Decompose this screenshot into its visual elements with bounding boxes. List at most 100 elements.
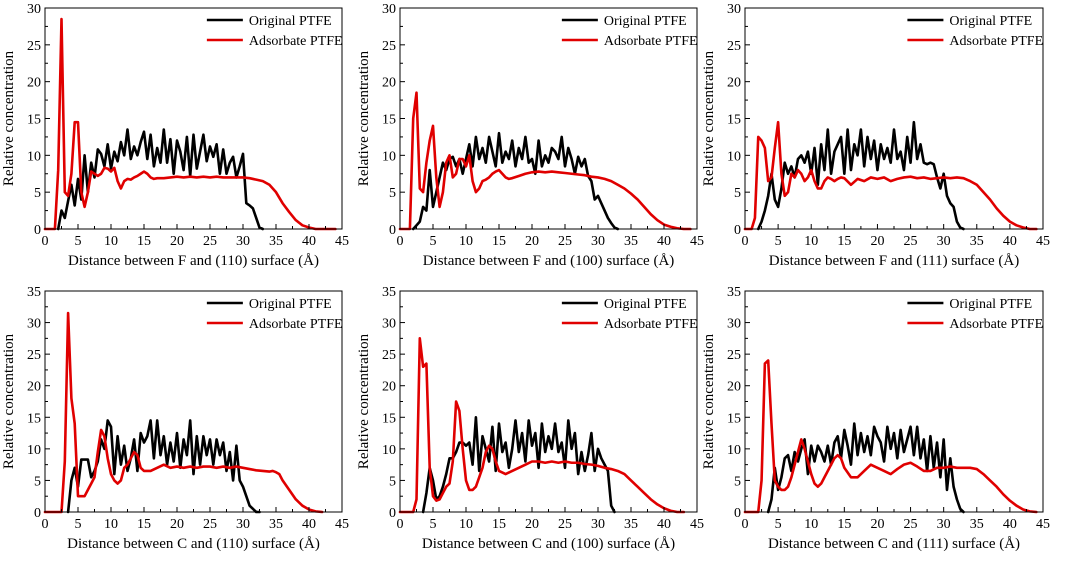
- x-tick-label: 0: [42, 234, 49, 249]
- legend-label: Original PTFE: [249, 297, 332, 312]
- panel-f-100: 0 5 10 15 20 25 30 35 40 45 0 5 10 15 20 25 30 Distance b…: [356, 2, 704, 269]
- series-line-original-ptfe: [421, 415, 616, 514]
- y-tick-label: 30: [382, 2, 396, 17]
- legend-label: Adsorbate PTFE: [949, 34, 1043, 49]
- y-axis-title: Relative concentration: [701, 333, 717, 469]
- legend-label: Adsorbate PTFE: [604, 317, 698, 332]
- legend-label: Original PTFE: [604, 14, 687, 29]
- x-tick-label: 15: [137, 234, 151, 249]
- y-tick-label: 25: [727, 348, 741, 363]
- x-tick-label: 40: [302, 234, 316, 249]
- legend-label: Original PTFE: [949, 297, 1032, 312]
- y-tick-label: 5: [389, 474, 396, 489]
- y-tick-label: 0: [734, 223, 741, 238]
- y-tick-label: 0: [734, 506, 741, 521]
- y-tick-label: 15: [27, 411, 41, 426]
- panel-f-110: 0 5 10 15 20 25 30 35 40 45 0 5 10 15 20 25 30 Distance b…: [1, 2, 349, 269]
- series-line-adsorbate-ptfe: [743, 120, 1038, 231]
- legend-label: Original PTFE: [249, 14, 332, 29]
- x-tick-label: 5: [430, 517, 437, 532]
- x-tick-label: 45: [335, 234, 349, 249]
- x-tick-label: 5: [75, 234, 82, 249]
- y-tick-label: 25: [27, 39, 41, 54]
- x-tick-label: 25: [203, 517, 217, 532]
- y-tick-label: 20: [382, 380, 396, 395]
- x-tick-label: 0: [397, 517, 404, 532]
- x-tick-label: 35: [624, 517, 638, 532]
- x-tick-label: 35: [624, 234, 638, 249]
- y-axis-title: Relative concentration: [1, 50, 17, 186]
- y-tick-label: 20: [27, 380, 41, 395]
- x-tick-label: 15: [137, 517, 151, 532]
- series-line-adsorbate-ptfe: [398, 91, 692, 231]
- x-tick-label: 15: [837, 234, 851, 249]
- x-tick-label: 10: [104, 517, 118, 532]
- y-tick-label: 30: [382, 317, 396, 332]
- x-tick-label: 25: [558, 517, 572, 532]
- x-tick-label: 20: [170, 517, 184, 532]
- x-tick-label: 40: [1003, 234, 1017, 249]
- x-tick-label: 5: [775, 234, 782, 249]
- panel-c-111: 0 5 10 15 20 25 30 35 40 45 0 5 10 15 20 25 30 35 Distance…: [701, 285, 1050, 552]
- y-tick-label: 30: [727, 2, 741, 17]
- x-tick-label: 10: [804, 517, 818, 532]
- x-tick-label: 30: [937, 234, 951, 249]
- series-line-adsorbate-ptfe: [398, 337, 686, 514]
- x-tick-label: 40: [302, 517, 316, 532]
- x-tick-label: 10: [459, 517, 473, 532]
- legend-label: Original PTFE: [604, 297, 687, 312]
- y-tick-label: 15: [727, 113, 741, 128]
- y-tick-label: 15: [382, 411, 396, 426]
- series-line-adsorbate-ptfe: [43, 311, 324, 514]
- x-tick-label: 20: [870, 234, 884, 249]
- x-tick-label: 35: [970, 517, 984, 532]
- x-tick-label: 30: [236, 234, 250, 249]
- x-tick-label: 45: [690, 234, 704, 249]
- series-line-original-ptfe: [756, 120, 965, 231]
- legend-label: Adsorbate PTFE: [949, 317, 1043, 332]
- y-tick-label: 30: [27, 317, 41, 332]
- x-tick-label: 0: [742, 517, 749, 532]
- x-tick-label: 35: [269, 234, 283, 249]
- y-tick-label: 10: [382, 443, 396, 458]
- y-tick-label: 10: [382, 149, 396, 164]
- y-tick-label: 35: [382, 285, 396, 300]
- y-tick-label: 20: [727, 76, 741, 91]
- x-tick-label: 15: [492, 234, 506, 249]
- y-tick-label: 35: [27, 285, 41, 300]
- x-axis-title: Distance between F and (100) surface (Å): [423, 253, 675, 269]
- x-tick-label: 0: [397, 234, 404, 249]
- x-tick-label: 30: [937, 517, 951, 532]
- y-tick-label: 0: [389, 223, 396, 238]
- y-tick-label: 20: [27, 76, 41, 91]
- x-tick-label: 35: [269, 517, 283, 532]
- x-axis-title: Distance between C and (110) surface (Å): [67, 536, 320, 552]
- x-axis-title: Distance between F and (111) surface (Å): [769, 253, 1019, 269]
- series-line-original-ptfe: [66, 419, 261, 514]
- y-tick-label: 15: [727, 411, 741, 426]
- legend-label: Adsorbate PTFE: [249, 34, 343, 49]
- y-tick-label: 0: [389, 506, 396, 521]
- y-tick-label: 20: [382, 76, 396, 91]
- x-tick-label: 40: [657, 234, 671, 249]
- legend-label: Original PTFE: [949, 14, 1032, 29]
- series-line-original-ptfe: [56, 128, 265, 231]
- x-tick-label: 40: [657, 517, 671, 532]
- y-axis-title: Relative concentration: [356, 50, 372, 186]
- y-tick-label: 10: [727, 149, 741, 164]
- y-tick-label: 25: [727, 39, 741, 54]
- y-tick-label: 0: [34, 223, 41, 238]
- y-axis-title: Relative concentration: [1, 333, 17, 469]
- x-tick-label: 20: [170, 234, 184, 249]
- x-tick-label: 35: [970, 234, 984, 249]
- x-tick-label: 15: [492, 517, 506, 532]
- x-axis-title: Distance between C and (100) surface (Å): [422, 536, 675, 552]
- x-tick-label: 20: [870, 517, 884, 532]
- x-tick-label: 45: [690, 517, 704, 532]
- panel-f-111: 0 5 10 15 20 25 30 35 40 45 0 5 10 15 20 25 30 Distance b…: [701, 2, 1050, 269]
- y-tick-label: 15: [27, 113, 41, 128]
- x-tick-label: 40: [1003, 517, 1017, 532]
- x-tick-label: 5: [775, 517, 782, 532]
- y-tick-label: 10: [727, 443, 741, 458]
